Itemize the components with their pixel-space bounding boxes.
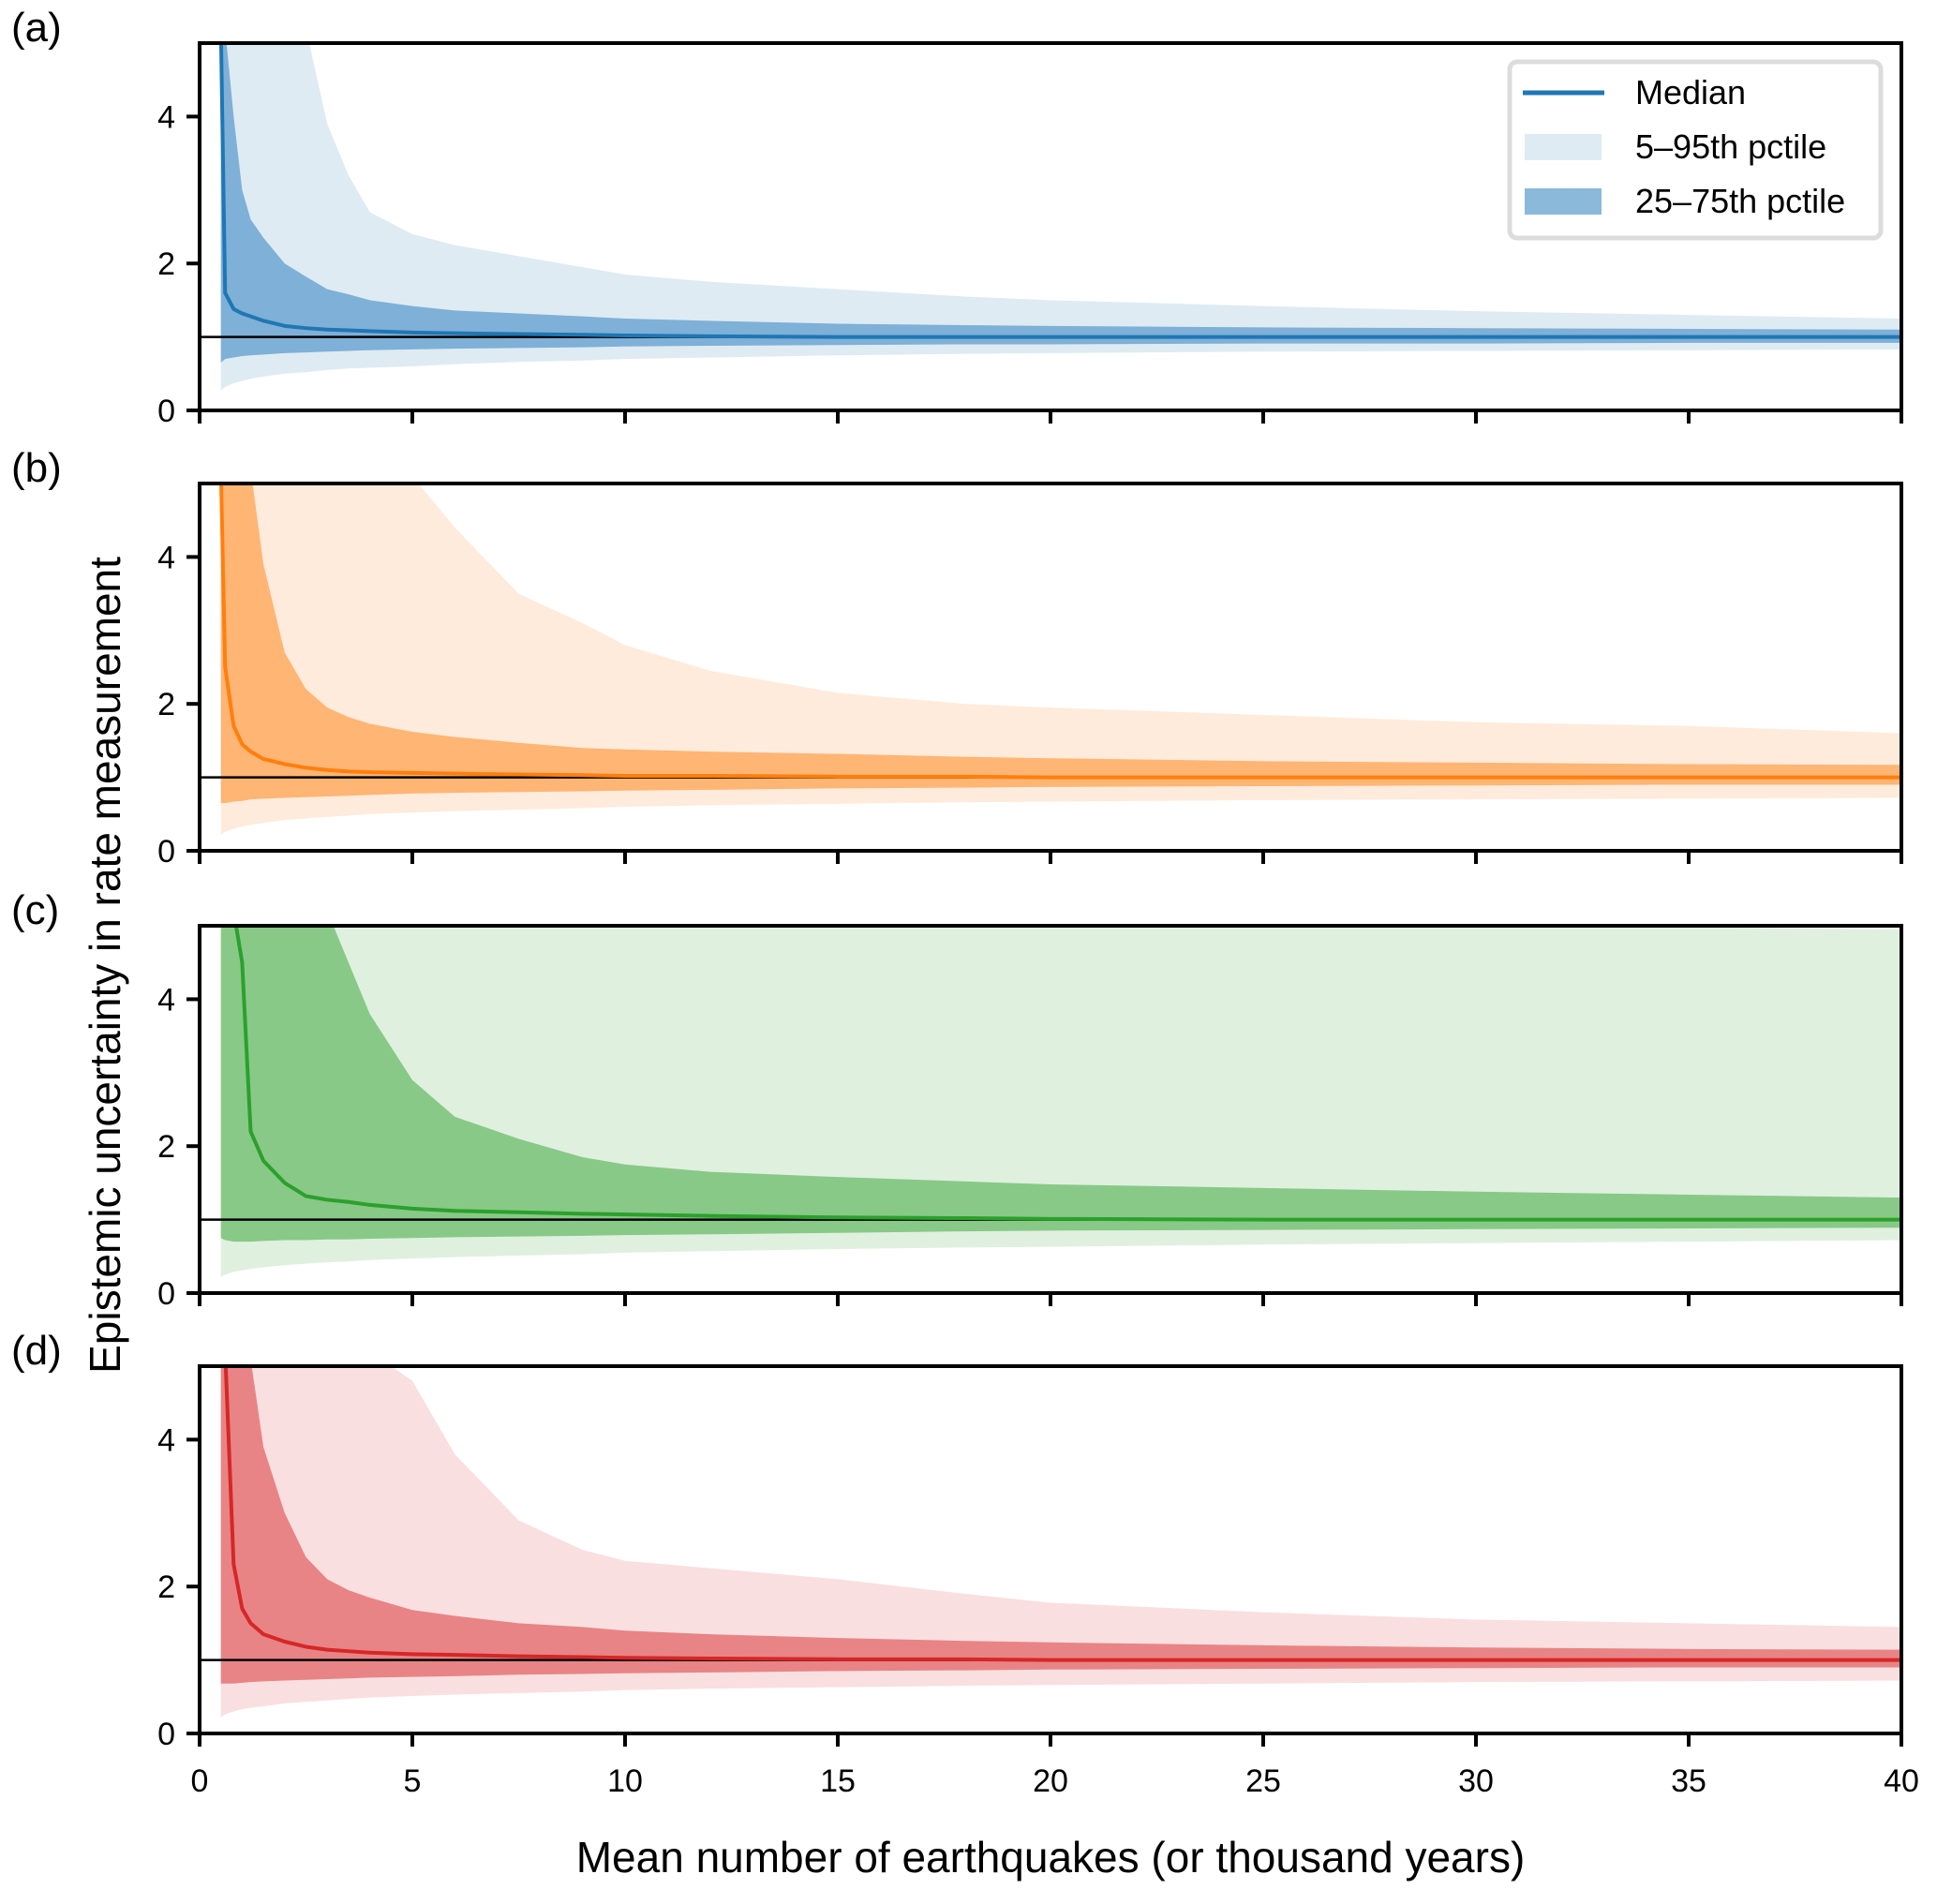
y-tick-label: 4 <box>157 982 175 1018</box>
y-tick-label: 0 <box>157 1276 175 1312</box>
x-tick-label: 10 <box>607 1763 643 1799</box>
median-line <box>233 926 1901 1222</box>
legend-entry: Median <box>1635 73 1746 112</box>
panel-label: (d) <box>11 1328 62 1374</box>
x-tick-label: 20 <box>1033 1763 1068 1799</box>
plot-area <box>200 43 1901 391</box>
panel-b: 0 2 4 (b) <box>11 445 1903 870</box>
legend-entry: 5–95th pctile <box>1635 127 1826 166</box>
panel-a: 0 2 4 (a) Median 5–95th pctile 25–75th pctile <box>11 5 1903 429</box>
panel-label: (c) <box>11 887 59 933</box>
band-25-75 <box>220 926 1901 1242</box>
legend-outer-swatch <box>1525 134 1602 160</box>
median-line <box>218 43 1901 339</box>
median-line <box>219 483 1901 780</box>
y-tick-label: 2 <box>157 1569 175 1605</box>
y-axis-label: Epistemic uncertainty in rate measuremen… <box>81 557 129 1374</box>
band-5-95 <box>220 43 1901 391</box>
y-tick-label: 2 <box>157 687 175 722</box>
y-tick-label: 4 <box>157 540 175 575</box>
x-tick-label: 25 <box>1245 1763 1281 1799</box>
legend: Median 5–95th pctile 25–75th pctile <box>1507 59 1884 241</box>
y-tick-label: 2 <box>157 246 175 282</box>
legend-inner-swatch <box>1525 188 1602 215</box>
legend-box <box>1507 59 1884 241</box>
panel-c: 0 2 4 (c) <box>11 887 1903 1312</box>
y-tick-label: 0 <box>157 1717 175 1752</box>
y-tick-label: 4 <box>157 1422 175 1458</box>
y-tick-label: 4 <box>157 99 175 135</box>
panel-label: (b) <box>11 445 62 491</box>
x-tick-label: 5 <box>404 1763 422 1799</box>
y-tick-label: 2 <box>157 1129 175 1165</box>
y-tick-label: 0 <box>157 834 175 870</box>
y-tick-label: 0 <box>157 394 175 429</box>
band-5-95 <box>220 483 1901 835</box>
x-tick-label: 40 <box>1884 1763 1919 1799</box>
legend-entry: 25–75th pctile <box>1635 182 1845 220</box>
x-axis-label: Mean number of earthquakes (or thousand … <box>576 1833 1526 1882</box>
x-tick-label: 35 <box>1671 1763 1706 1799</box>
plot-area <box>200 926 1901 1277</box>
band-5-95 <box>220 1366 1901 1718</box>
median-line <box>223 1366 1901 1662</box>
x-tick-label: 0 <box>191 1763 209 1799</box>
x-tick-label: 30 <box>1458 1763 1494 1799</box>
plot-area <box>200 1366 1901 1718</box>
plot-area <box>200 483 1901 835</box>
x-tick-label: 15 <box>820 1763 856 1799</box>
panel-label: (a) <box>11 5 62 51</box>
